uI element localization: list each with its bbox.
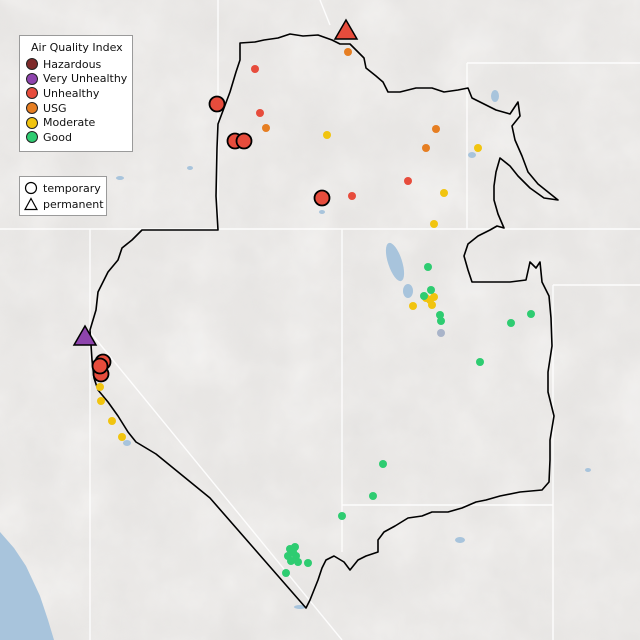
hazardous-swatch-icon <box>26 58 38 71</box>
dot-no-data[interactable] <box>437 329 445 337</box>
legend-title: Air Quality Index <box>31 41 123 54</box>
legend-item-unhealthy: Unhealthy <box>26 86 132 101</box>
small-monitor-dots <box>96 48 535 577</box>
water-bodies <box>116 90 591 609</box>
dot-unhealthy[interactable] <box>251 65 259 73</box>
dot-moderate[interactable] <box>430 220 438 228</box>
legend-label: Hazardous <box>43 57 102 71</box>
legend-item-very-unhealthy: Very Unhealthy <box>26 72 132 87</box>
legend-item-hazardous: Hazardous <box>26 57 132 72</box>
dot-unhealthy[interactable] <box>256 109 264 117</box>
good-swatch-icon <box>26 131 38 144</box>
dot-good[interactable] <box>338 512 346 520</box>
dot-usg[interactable] <box>262 124 270 132</box>
dot-good[interactable] <box>436 311 444 319</box>
dot-moderate[interactable] <box>440 189 448 197</box>
dot-good[interactable] <box>289 548 297 556</box>
dot-moderate[interactable] <box>97 397 105 405</box>
dot-good[interactable] <box>282 569 290 577</box>
monitor-type-legend: temporary permanent <box>19 176 107 216</box>
dot-good[interactable] <box>476 358 484 366</box>
dot-moderate[interactable] <box>409 302 417 310</box>
very-unhealthy-swatch-icon <box>26 72 38 85</box>
dot-unhealthy[interactable] <box>348 192 356 200</box>
dot-good[interactable] <box>379 460 387 468</box>
dot-good[interactable] <box>437 317 445 325</box>
dot-usg[interactable] <box>432 125 440 133</box>
moderate-swatch-icon <box>26 116 38 129</box>
dot-good[interactable] <box>427 286 435 294</box>
legend-item-usg: USG <box>26 101 132 116</box>
dot-moderate[interactable] <box>108 417 116 425</box>
marker-temporary-unhealthy[interactable] <box>235 132 253 150</box>
legend-label: Moderate <box>43 116 96 130</box>
ocean <box>0 532 54 640</box>
monitor-markers <box>72 18 359 383</box>
legend-item-good: Good <box>26 130 132 145</box>
aqi-legend: Air Quality Index Hazardous Very Unhealt… <box>19 35 133 152</box>
unhealthy-swatch-icon <box>26 87 38 100</box>
legend-label: permanent <box>43 197 104 211</box>
dot-moderate[interactable] <box>118 433 126 441</box>
legend-label: Good <box>43 130 72 144</box>
triangle-icon <box>24 197 38 211</box>
marker-permanent-unhealthy[interactable] <box>333 18 359 40</box>
region-outline <box>89 33 559 609</box>
legend-item-temporary: temporary <box>24 180 106 196</box>
dot-moderate[interactable] <box>428 301 436 309</box>
dot-moderate[interactable] <box>474 144 482 152</box>
dot-good[interactable] <box>304 559 312 567</box>
dot-usg[interactable] <box>344 48 352 56</box>
legend-label: USG <box>43 101 67 115</box>
dot-good[interactable] <box>424 263 432 271</box>
dot-good[interactable] <box>527 310 535 318</box>
legend-label: temporary <box>43 181 101 195</box>
legend-label: Unhealthy <box>43 86 100 100</box>
dot-moderate[interactable] <box>323 131 331 139</box>
marker-temporary-unhealthy[interactable] <box>91 357 109 375</box>
marker-temporary-unhealthy[interactable] <box>313 189 331 207</box>
legend-item-moderate: Moderate <box>26 115 132 130</box>
legend-item-permanent: permanent <box>24 196 106 212</box>
dot-good[interactable] <box>287 557 295 565</box>
dot-usg[interactable] <box>422 144 430 152</box>
dot-good[interactable] <box>507 319 515 327</box>
circle-icon <box>24 181 38 195</box>
usg-swatch-icon <box>26 102 38 115</box>
marker-permanent-very-unhealthy[interactable] <box>72 324 98 346</box>
dot-moderate[interactable] <box>96 383 104 391</box>
dot-good[interactable] <box>369 492 377 500</box>
dot-good[interactable] <box>420 292 428 300</box>
dot-moderate[interactable] <box>430 293 438 301</box>
dot-good[interactable] <box>294 558 302 566</box>
marker-temporary-unhealthy[interactable] <box>208 95 226 113</box>
dot-unhealthy[interactable] <box>404 177 412 185</box>
legend-label: Very Unhealthy <box>43 72 128 86</box>
legend-categories: Hazardous Very Unhealthy Unhealthy USG M… <box>20 57 132 145</box>
